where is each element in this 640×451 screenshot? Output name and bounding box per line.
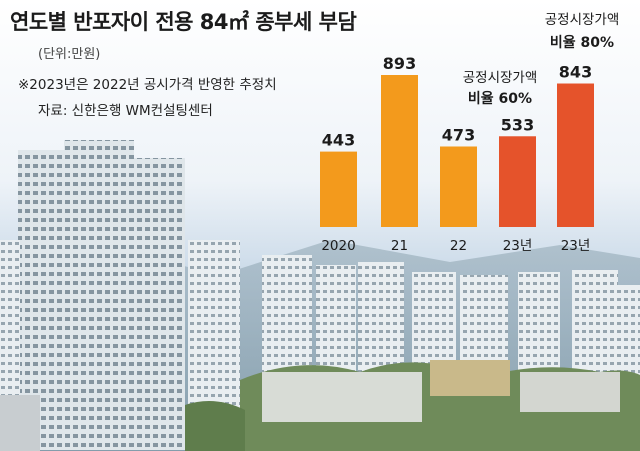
annotation-line2-1: 비율 80% [550,34,614,51]
annotation-line1-1: 공정시장가액 [545,12,620,28]
annotation-line2-0: 비율 60% [468,90,532,107]
category-label-4: 23년 [561,238,591,254]
annotation-line1-0: 공정시장가액 [463,70,538,86]
chart-title: 연도별 반포자이 전용 84㎡ 종부세 부담 [10,10,357,34]
category-label-1: 21 [391,238,408,254]
data-label-3: 533 [501,115,534,134]
category-label-0: 2020 [321,238,355,254]
source-label: 자료: 신한은행 WM컨설팅센터 [38,103,213,119]
bar-4 [557,83,594,227]
category-label-2: 22 [450,238,467,254]
data-label-4: 843 [559,63,592,82]
bar-0 [320,151,357,227]
unit-label: (단위:만원) [38,47,101,62]
bar-1 [381,75,418,227]
category-label-3: 23년 [503,238,533,254]
data-label-2: 473 [442,125,475,144]
data-label-1: 893 [383,54,416,73]
chart-note: ※2023년은 2022년 공시가격 반영한 추정치 [18,77,277,93]
bar-2 [440,146,477,227]
bar-3 [499,136,536,227]
data-label-0: 443 [322,131,355,150]
